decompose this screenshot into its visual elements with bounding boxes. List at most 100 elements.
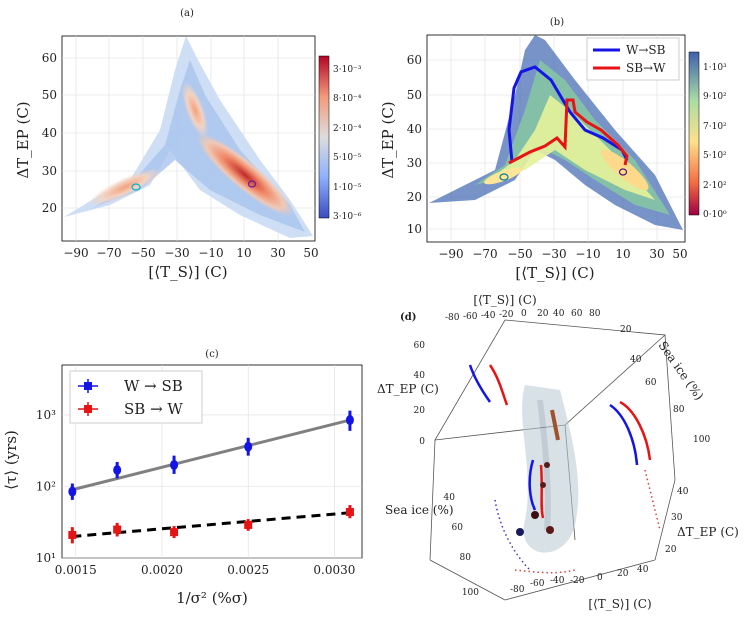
svg-text:1·10⁻⁵: 1·10⁻⁵ (333, 183, 362, 193)
svg-text:8·10⁻⁴: 8·10⁻⁴ (333, 94, 362, 104)
panel-c-ylabel: ⟨τ⟩ (yrs) (2, 430, 20, 490)
panel-d-brown-path (516, 409, 560, 536)
svg-text:0: 0 (521, 309, 527, 319)
panel-c-point (113, 525, 122, 534)
svg-text:1·10³: 1·10³ (703, 63, 727, 73)
svg-text:2·10²: 2·10² (703, 181, 727, 191)
panel-c-xlabel: 1/σ² (%σ) (176, 589, 248, 607)
svg-text:0·10⁰: 0·10⁰ (703, 210, 727, 220)
panel-d-bottom-ticks: -80 -60 -40 -20 0 20 40 (510, 565, 649, 595)
svg-text:40: 40 (630, 355, 642, 365)
panel-a: (a) −90 −70 −50 −30 −10 10 30 50 20 30 4… (14, 8, 362, 281)
svg-text:40: 40 (553, 309, 565, 319)
svg-text:−90: −90 (63, 246, 88, 260)
svg-text:0: 0 (419, 437, 425, 447)
panel-c-xtick: 0.0020 (141, 563, 183, 577)
panel-d-title: (d) (400, 312, 416, 323)
panel-c-xtick: 0.0030 (313, 563, 355, 577)
panel-c-ytick: 10¹ (36, 551, 56, 565)
svg-text:40: 40 (407, 122, 422, 136)
svg-text:60: 60 (645, 378, 657, 388)
svg-text:5·10²: 5·10² (703, 151, 727, 161)
svg-text:50: 50 (42, 88, 57, 102)
svg-text:50: 50 (672, 247, 687, 261)
panel-c-point (170, 528, 179, 537)
panel-b-xlabel: [⟨T_S⟩] (C) (515, 264, 594, 282)
panel-c-title: (c) (205, 349, 219, 360)
panel-b: (b) W→SB SB→W −90 −70 −50 −30 −10 10 30 … (379, 17, 727, 282)
panel-a-purple-marker (247, 180, 257, 188)
svg-text:W→SB: W→SB (626, 43, 666, 57)
panel-b-purple-marker (618, 168, 628, 176)
panel-d-dotted-paths (494, 469, 661, 574)
svg-text:-20: -20 (499, 310, 514, 320)
panel-b-legend: W→SB SB→W (586, 37, 680, 81)
svg-text:-40: -40 (550, 576, 565, 586)
svg-text:60: 60 (42, 51, 57, 65)
svg-text:3·10⁻³: 3·10⁻³ (333, 65, 362, 75)
svg-text:-40: -40 (481, 311, 496, 321)
svg-text:40: 40 (42, 126, 57, 140)
panel-a-title: (a) (180, 8, 194, 19)
panel-c-point (244, 520, 253, 529)
svg-text:−10: −10 (575, 247, 600, 261)
svg-text:60: 60 (571, 309, 583, 319)
svg-text:10: 10 (407, 222, 422, 236)
panel-b-title: (b) (550, 17, 564, 28)
svg-text:10: 10 (236, 246, 251, 260)
panel-b-colorbar (688, 51, 700, 216)
panel-c-point (244, 441, 253, 452)
svg-text:3·10⁻⁶: 3·10⁻⁶ (333, 212, 362, 222)
svg-text:−30: −30 (541, 247, 566, 261)
svg-text:−10: −10 (198, 246, 223, 260)
svg-text:−90: −90 (438, 247, 463, 261)
svg-text:40: 40 (444, 493, 456, 503)
svg-text:20: 20 (617, 569, 629, 579)
panel-d-left-label: Sea ice (%) (385, 503, 454, 517)
svg-text:30: 30 (42, 164, 57, 178)
svg-text:−50: −50 (130, 246, 155, 260)
panel-a-cyan-marker (131, 183, 141, 191)
panel-c-point (170, 459, 179, 470)
w-to-sb-path (507, 65, 629, 163)
panel-c-ytick: 10³ (36, 408, 56, 422)
svg-text:80: 80 (460, 553, 472, 563)
svg-text:-80: -80 (445, 313, 460, 323)
panel-d-bottom-label: [⟨T_S⟩] (C) (588, 597, 651, 611)
panel-d-z-ticks: 0 20 40 60 (414, 341, 426, 447)
panel-c-point (68, 530, 77, 539)
svg-text:50: 50 (303, 246, 318, 260)
svg-text:20: 20 (537, 309, 549, 319)
panel-d: (d) [⟨T_S⟩] (C) -80 -60 -40 -20 (377, 293, 739, 611)
svg-text:20: 20 (620, 325, 632, 335)
svg-text:−70: −70 (472, 247, 497, 261)
svg-text:10: 10 (615, 247, 630, 261)
svg-text:50: 50 (407, 88, 422, 102)
svg-text:20: 20 (665, 545, 677, 555)
panel-d-top-ticks: -80 -60 -40 -20 0 20 40 60 80 (445, 309, 601, 323)
svg-text:-80: -80 (510, 585, 525, 595)
svg-text:80: 80 (673, 405, 685, 415)
panel-d-right-bottom-ticks: 20 30 40 (665, 487, 689, 555)
svg-text:−70: −70 (96, 246, 121, 260)
panel-c-xtick: 0.0025 (227, 563, 269, 577)
panel-b-cyan-marker (499, 173, 509, 181)
panel-c-point (345, 507, 354, 516)
svg-text:80: 80 (589, 309, 601, 319)
sb-to-w-path (508, 98, 629, 166)
svg-text:40: 40 (414, 371, 426, 381)
panel-a-colorbar-ticks: 3·10⁻³ 8·10⁻⁴ 2·10⁻⁴ 5·10⁻⁵ 1·10⁻⁵ 3·10⁻… (333, 65, 362, 222)
svg-text:20: 20 (414, 406, 426, 416)
panel-c-ytick: 10² (36, 479, 56, 493)
panel-a-yticks: 20 30 40 50 60 (42, 51, 57, 215)
panel-c: (c) 0.0015 0.0020 0.0025 0.0030 10¹ 10² 10³ 1… (2, 349, 363, 607)
panel-a-xlabel: [⟨T_S⟩] (C) (148, 263, 227, 281)
svg-text:30: 30 (649, 247, 664, 261)
panel-c-point (345, 415, 354, 426)
svg-text:-60: -60 (463, 312, 478, 322)
svg-text:9·10²: 9·10² (703, 92, 727, 102)
svg-text:60: 60 (407, 53, 422, 67)
panel-c-legend: W → SB SB → W (69, 370, 203, 424)
panel-d-red-path (488, 364, 652, 519)
svg-text:-20: -20 (570, 576, 585, 586)
